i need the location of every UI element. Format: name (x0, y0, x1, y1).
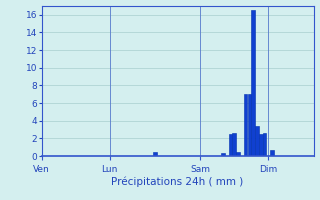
Bar (270, 150, 274, 156)
Bar (228, 134, 232, 156)
Bar (236, 152, 240, 156)
X-axis label: Précipitations 24h ( mm ): Précipitations 24h ( mm ) (111, 177, 244, 187)
Bar (263, 133, 267, 156)
Bar (259, 134, 263, 156)
Bar (153, 152, 156, 156)
Bar (232, 133, 236, 156)
Bar (221, 153, 225, 156)
Bar (248, 94, 251, 156)
Bar (244, 94, 247, 156)
Bar (255, 126, 259, 156)
Bar (252, 10, 255, 156)
